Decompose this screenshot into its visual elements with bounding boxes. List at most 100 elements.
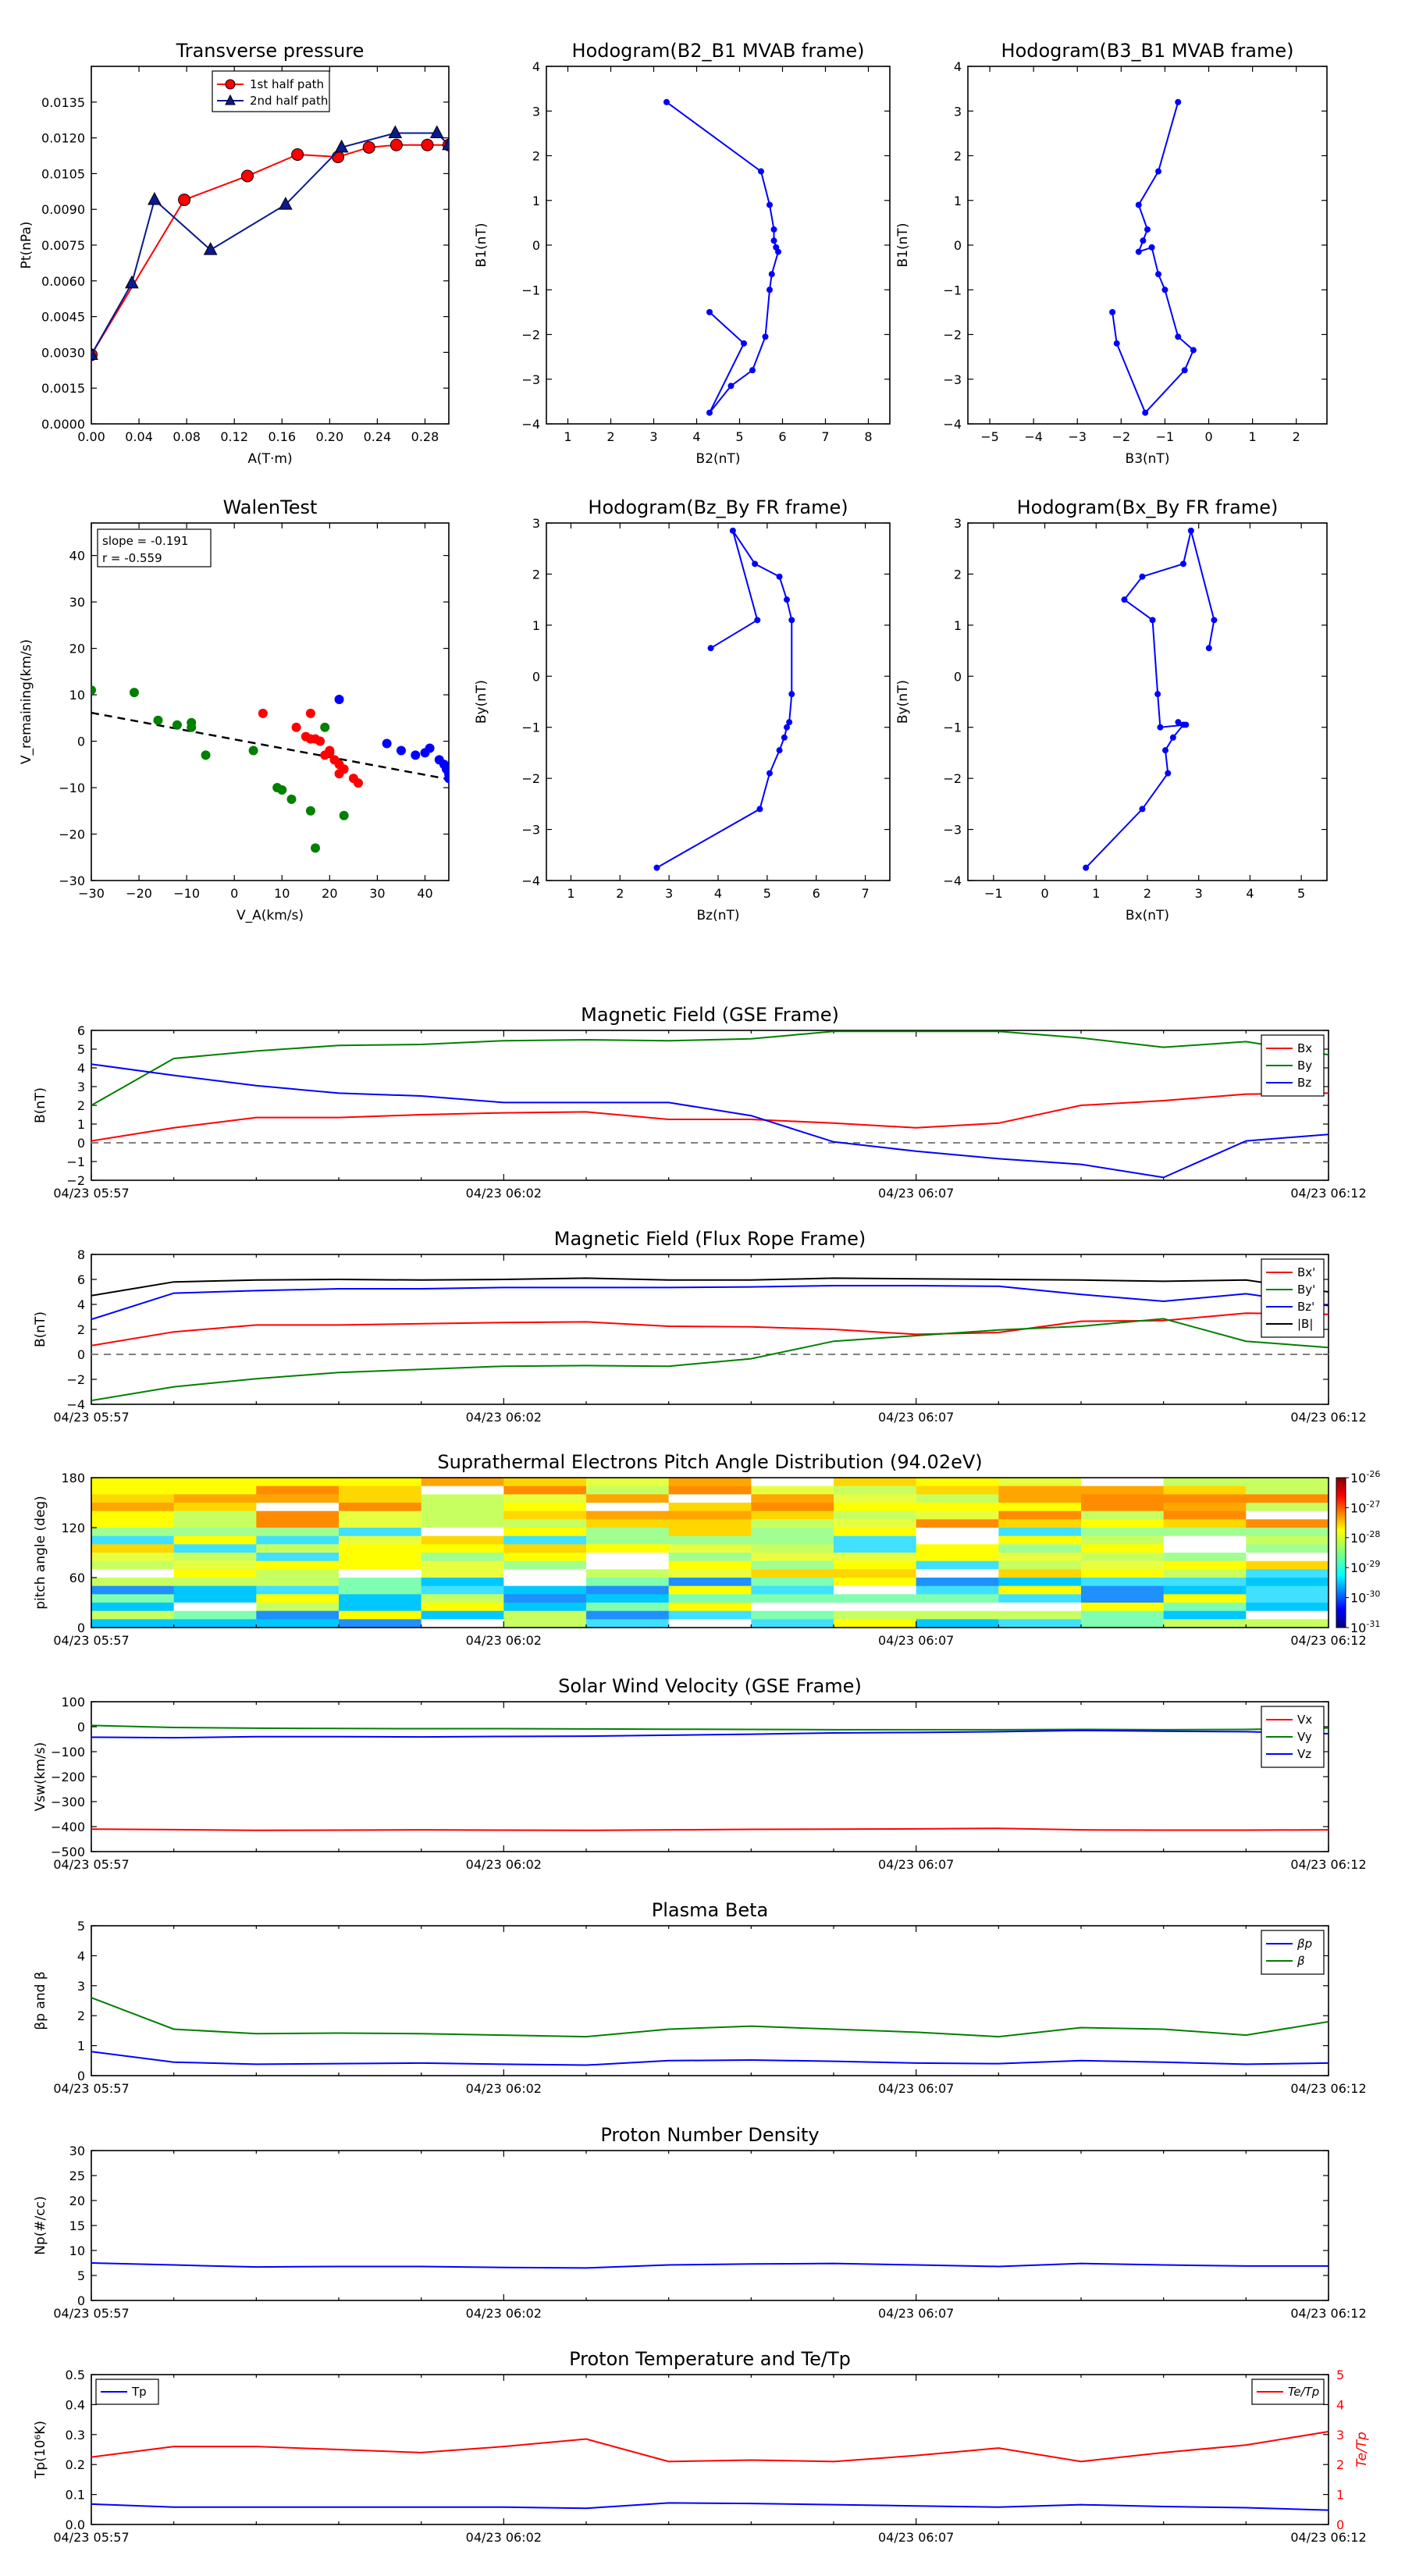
- pad-cell: [834, 1553, 917, 1562]
- pad-cell: [751, 1519, 834, 1528]
- walen-point: [334, 769, 344, 779]
- pad-cell: [1081, 1585, 1165, 1595]
- pad-cell: [503, 1585, 587, 1595]
- pad-cell: [1246, 1594, 1329, 1603]
- pad-cell: [91, 1594, 175, 1603]
- pad-cell: [998, 1619, 1082, 1628]
- hodo_b2b1-ytick-label: 1: [532, 194, 540, 208]
- pad-cell: [586, 1478, 670, 1487]
- mag_fr-legend-label: Bz': [1297, 1300, 1314, 1314]
- temp-ytick-label: 0.3: [66, 2428, 85, 2443]
- hodo_bxby-marker: [1157, 724, 1164, 731]
- hodo_b3b1-marker: [1135, 201, 1142, 208]
- hodo_b3b1-title: Hodogram(B3_B1 MVAB frame): [1001, 40, 1294, 62]
- hodo_b3b1-xtick-label: 2: [1293, 429, 1300, 444]
- hodo_bzby-ytick-label: −4: [521, 873, 540, 888]
- walen-slope-text: slope = -0.191: [102, 534, 188, 548]
- hodo_bzby-marker: [752, 560, 759, 568]
- pad-cell: [256, 1603, 340, 1612]
- pad-cell: [668, 1510, 752, 1520]
- density-panel: Proton Number Density 04/23 05:57 04/23 06…: [33, 2124, 1367, 2321]
- pad-cell: [503, 1485, 587, 1495]
- mag_gse-xtick-label: 04/23 06:12: [1290, 1186, 1366, 1201]
- pad-cell: [173, 1510, 257, 1520]
- hodo_b2b1-xtick-label: 5: [735, 429, 743, 444]
- pad-cell: [834, 1560, 917, 1570]
- pad-cell: [1246, 1519, 1329, 1528]
- hodo_b2b1-panel: Hodogram(B2_B1 MVAB frame) 1 2 3 4 5 6 7 8 −4 −3 −2…: [474, 40, 891, 467]
- pad-cell: [503, 1569, 587, 1578]
- hodo_b2b1-marker: [706, 409, 713, 416]
- pad-cell: [1163, 1603, 1247, 1612]
- hodo_bxby-panel: Hodogram(Bx_By FR frame) −1 0 1 2 3 4 5 −4 −3 −2 −1…: [895, 496, 1328, 923]
- pad-cell: [173, 1478, 257, 1487]
- walen-point: [201, 750, 211, 760]
- density-xtick-label: 04/23 06:07: [878, 2306, 954, 2321]
- hodo_bzby-marker: [707, 645, 714, 652]
- pad-colorbar-label: 10-26: [1350, 1469, 1380, 1485]
- walen-ytick-label: −30: [59, 873, 85, 888]
- hodo_b3b1-ytick-label: 3: [954, 104, 962, 119]
- density-xtick-label: 04/23 06:12: [1290, 2306, 1366, 2321]
- pad-cell: [173, 1560, 257, 1570]
- mag_fr-panel: Magnetic Field (Flux Rope Frame) 04/23 05…: [33, 1228, 1367, 1425]
- pad-cell: [1163, 1594, 1247, 1603]
- pad-cell: [834, 1503, 917, 1512]
- hodo_bzby-marker: [767, 770, 773, 777]
- hodo_b3b1-xtick-label: 1: [1249, 429, 1257, 444]
- vsw-legend-label: Vz: [1297, 1747, 1311, 1761]
- pad-cell: [586, 1528, 670, 1537]
- pad-cell: [91, 1494, 175, 1503]
- pad-cell: [503, 1510, 587, 1520]
- mag_fr-ylabel: B(nT): [33, 1311, 48, 1347]
- vsw-title: Solar Wind Velocity (GSE Frame): [558, 1675, 862, 1697]
- mag_gse-legend: Bx By Bz: [1261, 1034, 1325, 1097]
- pad-cell: [751, 1619, 834, 1628]
- beta-axes-frame: [91, 1925, 1329, 2076]
- pad-cell: [256, 1510, 340, 1520]
- pad-cell: [1081, 1610, 1165, 1620]
- hodo_b3b1-ytick-label: 2: [954, 149, 962, 164]
- pad-cell: [1163, 1619, 1247, 1628]
- pad-cell: [998, 1485, 1082, 1495]
- walen-point: [320, 722, 330, 732]
- pad-cell: [1246, 1494, 1329, 1503]
- mag_fr-series-line-1: [91, 1318, 1329, 1402]
- hodo_b3b1-axes-frame: [967, 66, 1328, 425]
- hodo_bzby-marker: [729, 527, 736, 534]
- pad-cell: [586, 1519, 670, 1528]
- mag_fr-legend-label: Bx': [1297, 1265, 1315, 1279]
- pad-cell: [916, 1578, 999, 1587]
- walen-point: [411, 750, 421, 760]
- pad-cell: [339, 1544, 422, 1553]
- pad-cell: [256, 1503, 340, 1512]
- hodo_bxby-xtick-label: 1: [1092, 886, 1100, 901]
- pad-cell: [916, 1519, 999, 1528]
- hodo_bxby-ytick-label: −1: [943, 720, 962, 735]
- hodo_b3b1-marker: [1155, 168, 1162, 175]
- hodo_bxby-marker: [1139, 806, 1146, 813]
- pad-cell: [1081, 1528, 1165, 1537]
- pad-cell: [421, 1535, 504, 1545]
- walen-fit-line: [91, 711, 449, 781]
- mag_fr-legend-label: |B|: [1297, 1317, 1313, 1331]
- pad-cell: [751, 1510, 834, 1520]
- pad-cell: [339, 1494, 422, 1503]
- mag_gse-panel: Magnetic Field (GSE Frame) 04/23 05:57 04/…: [33, 1004, 1367, 1201]
- pad-panel: Suprathermal Electrons Pitch Angle Distr…: [33, 1451, 1380, 1648]
- mag_gse-ytick-label: 1: [77, 1117, 85, 1132]
- pad-cell: [173, 1503, 257, 1512]
- pad-cell: [1246, 1544, 1329, 1553]
- walen-point: [305, 734, 315, 744]
- temp-xtick-label: 04/23 05:57: [53, 2530, 129, 2545]
- vsw-series-line-2: [91, 1729, 1329, 1739]
- pad-cell: [421, 1503, 504, 1512]
- hodo_b3b1-xtick-label: −2: [1112, 429, 1131, 444]
- pad-cell: [339, 1603, 422, 1612]
- beta-series-line-1: [91, 1997, 1329, 2038]
- pad-cells: [91, 1478, 1329, 1628]
- hodo_b2b1-ytick-label: −2: [521, 328, 540, 343]
- pad-cell: [1246, 1503, 1329, 1512]
- walen-point: [129, 688, 139, 698]
- hodo_b3b1-marker: [1144, 226, 1151, 233]
